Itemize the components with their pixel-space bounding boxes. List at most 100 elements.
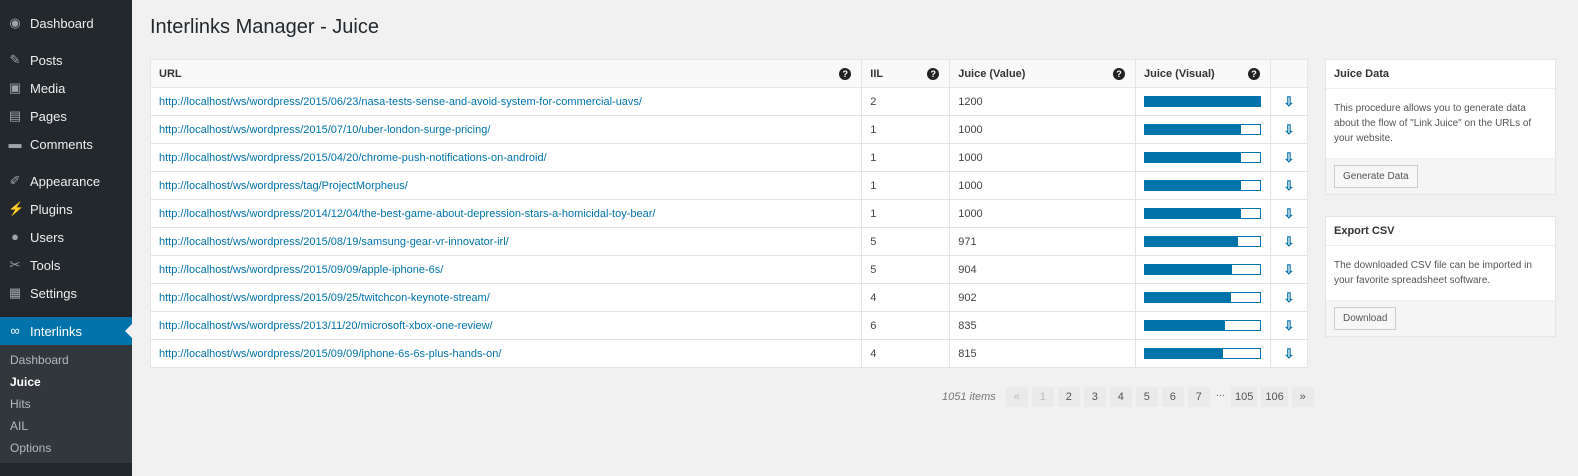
dashboard-icon: ◉ — [9, 15, 21, 30]
juice-bar-fill — [1144, 293, 1232, 302]
sidebar-item-pages[interactable]: ▤ Pages — [0, 102, 132, 130]
pages-icon: ▤ — [8, 108, 22, 123]
submenu-item-hits[interactable]: Hits — [10, 397, 31, 411]
download-arrow-icon[interactable]: ⇩ — [1269, 227, 1309, 256]
url-link[interactable]: http://localhost/ws/wordpress/2015/07/10… — [159, 123, 491, 136]
juice-bar-fill — [1144, 125, 1241, 134]
download-button[interactable]: Download — [1334, 307, 1397, 330]
sidebar-item-label: Dashboard — [30, 15, 94, 31]
iil-cell: 1 — [861, 199, 951, 228]
sidebar-item-settings[interactable]: ▦ Settings — [0, 279, 132, 307]
submenu-item-dashboard[interactable]: Dashboard — [10, 353, 69, 367]
download-arrow-icon[interactable]: ⇩ — [1269, 339, 1309, 368]
submenu-item-juice[interactable]: Juice — [10, 375, 41, 389]
sidebar-item-label: Pages — [30, 108, 67, 124]
juice-value-cell: 815 — [949, 339, 1136, 368]
download-arrow-icon[interactable]: ⇩ — [1269, 143, 1309, 172]
juice-bar-fill — [1144, 265, 1232, 274]
url-link[interactable]: http://localhost/ws/wordpress/2015/06/23… — [159, 95, 642, 108]
page-link[interactable]: 5 — [1135, 387, 1158, 407]
panel-title: Juice Data — [1326, 60, 1555, 89]
download-arrow-icon[interactable]: ⇩ — [1269, 87, 1309, 116]
sidebar-item-posts[interactable]: ✎ Posts — [0, 46, 132, 74]
iil-cell: 5 — [861, 255, 951, 284]
page-link[interactable]: 7 — [1187, 387, 1210, 407]
page-link[interactable]: » — [1291, 387, 1314, 407]
page-link[interactable]: « — [1005, 387, 1028, 407]
table-row: http://localhost/ws/wordpress/2015/09/25… — [149, 283, 1309, 312]
table-row: http://localhost/ws/wordpress/2015/08/19… — [149, 227, 1309, 256]
download-arrow-icon[interactable]: ⇩ — [1269, 255, 1309, 284]
col-juice-value[interactable]: Juice (Value)? — [949, 59, 1136, 88]
table-row: http://localhost/ws/wordpress/2013/11/20… — [149, 311, 1309, 340]
url-link[interactable]: http://localhost/ws/wordpress/2015/09/25… — [159, 291, 490, 304]
juice-bar-fill — [1144, 181, 1241, 190]
sidebar-item-label: Posts — [30, 52, 63, 68]
help-icon[interactable]: ? — [839, 68, 852, 80]
juice-bar-fill — [1144, 209, 1241, 218]
sidebar-item-label: Media — [30, 80, 66, 96]
sidebar-item-interlinks[interactable]: ∞ Interlinks — [0, 317, 132, 345]
juice-value-cell: 971 — [949, 227, 1136, 256]
url-link[interactable]: http://localhost/ws/wordpress/2015/09/09… — [159, 263, 444, 276]
iil-cell: 1 — [861, 143, 951, 172]
url-link[interactable]: http://localhost/ws/wordpress/2015/09/09… — [159, 347, 502, 360]
page-link[interactable]: 1 — [1031, 387, 1054, 407]
sidebar-item-comments[interactable]: ▬ Comments — [0, 130, 132, 158]
url-link[interactable]: http://localhost/ws/wordpress/2013/11/20… — [159, 319, 493, 332]
juice-bar — [1143, 96, 1261, 107]
generate-data-button[interactable]: Generate Data — [1334, 165, 1418, 188]
juice-bar — [1143, 348, 1261, 359]
sidebar-item-appearance[interactable]: ✐ Appearance — [0, 167, 132, 195]
pin-icon: ✎ — [9, 52, 21, 67]
iil-cell: 1 — [861, 171, 951, 200]
user-icon: ● — [11, 229, 19, 244]
table-row: http://localhost/ws/wordpress/2015/09/09… — [149, 255, 1309, 284]
page-link[interactable]: 4 — [1109, 387, 1132, 407]
sidebar-item-label: Appearance — [30, 173, 101, 189]
pagination-ellipsis: ... — [1215, 387, 1225, 399]
page-link[interactable]: 106 — [1261, 387, 1288, 407]
url-link[interactable]: http://localhost/ws/wordpress/2015/08/19… — [159, 235, 509, 248]
col-actions — [1269, 59, 1309, 88]
download-arrow-icon[interactable]: ⇩ — [1269, 115, 1309, 144]
sidebar-item-label: Users — [30, 229, 64, 245]
juice-bar-fill — [1144, 237, 1239, 246]
help-icon[interactable]: ? — [1112, 68, 1125, 80]
url-link[interactable]: http://localhost/ws/wordpress/2015/04/20… — [159, 151, 547, 164]
sidebar-item-dashboard[interactable]: ◉ Dashboard — [0, 9, 132, 37]
iil-cell: 6 — [861, 311, 951, 340]
submenu-item-ail[interactable]: AIL — [10, 419, 29, 433]
juice-bar-fill — [1144, 349, 1224, 358]
download-arrow-icon[interactable]: ⇩ — [1269, 283, 1309, 312]
sidebar-item-media[interactable]: ▣ Media — [0, 74, 132, 102]
juice-value-cell: 1000 — [949, 171, 1136, 200]
link-icon: ∞ — [10, 323, 20, 338]
url-link[interactable]: http://localhost/ws/wordpress/tag/Projec… — [159, 179, 408, 192]
juice-value-cell: 835 — [949, 311, 1136, 340]
page-link[interactable]: 105 — [1230, 387, 1258, 407]
juice-table: URL? IIL? Juice (Value)? Juice (Visual)?… — [149, 59, 1309, 368]
download-arrow-icon[interactable]: ⇩ — [1269, 171, 1309, 200]
col-url[interactable]: URL? — [149, 59, 863, 88]
page-link[interactable]: 6 — [1161, 387, 1184, 407]
page-title: Interlinks Manager - Juice — [150, 16, 379, 38]
page-link[interactable]: 2 — [1057, 387, 1080, 407]
download-arrow-icon[interactable]: ⇩ — [1269, 311, 1309, 340]
table-row: http://localhost/ws/wordpress/2015/06/23… — [149, 87, 1309, 116]
submenu-item-options[interactable]: Options — [10, 441, 52, 455]
sidebar-item-plugins[interactable]: ⚡ Plugins — [0, 195, 132, 223]
page-link[interactable]: 3 — [1083, 387, 1106, 407]
juice-value-cell: 904 — [949, 255, 1136, 284]
download-arrow-icon[interactable]: ⇩ — [1269, 199, 1309, 228]
sidebar-item-tools[interactable]: ✂ Tools — [0, 251, 132, 279]
help-icon[interactable]: ? — [1247, 68, 1260, 80]
help-icon[interactable]: ? — [927, 68, 940, 80]
sidebar-item-users[interactable]: ● Users — [0, 223, 132, 251]
col-iil[interactable]: IIL? — [861, 59, 951, 88]
panel-title: Export CSV — [1326, 217, 1555, 246]
settings-icon: ▦ — [8, 285, 22, 300]
pagination: 1051 items «1 2 3 4 5 6 7... 105 106» — [942, 387, 1314, 407]
juice-bar-fill — [1144, 153, 1241, 162]
url-link[interactable]: http://localhost/ws/wordpress/2014/12/04… — [159, 207, 656, 220]
